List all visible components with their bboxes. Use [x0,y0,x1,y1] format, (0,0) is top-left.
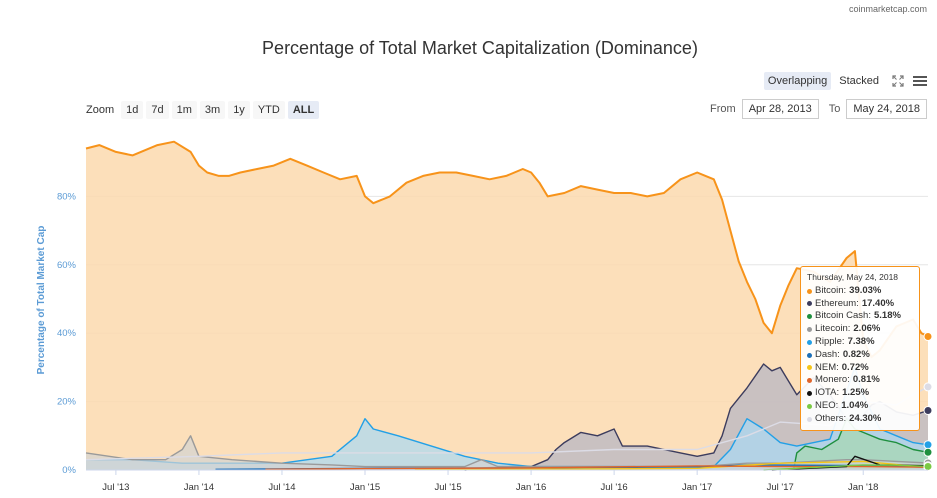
tooltip-row: IOTA: 1.25% [807,387,913,400]
zoom-7d-button[interactable]: 7d [146,101,169,119]
zoom-1m-button[interactable]: 1m [171,101,197,119]
legend-dot-icon [807,365,812,371]
y-axis-label: Percentage of Total Market Cap [36,226,47,375]
from-date-input[interactable]: Apr 28, 2013 [741,99,819,119]
view-toggles: Overlapping Stacked [763,72,927,90]
axis-layer: 0% 20% 40% 60% 80% Jul '13 Jan '14 Jul '14 Jan '… [57,191,928,493]
x-tick-label: Jul '13 [102,482,129,493]
legend-dot-icon [807,314,812,320]
x-tick-label: Jul '15 [434,482,461,493]
neo-line [763,464,929,471]
expand-icon[interactable] [891,74,905,88]
litecoin-line [85,435,929,468]
legend-dot-icon [807,416,812,422]
tooltip-series-label: Ripple: [815,335,845,347]
zoom-controls: Zoom 1d 7d 1m 3m 1y YTD ALL [86,101,320,119]
zoom-all-button[interactable]: ALL [287,101,320,119]
y-tick-label: 20% [57,397,77,408]
stacked-toggle[interactable]: Stacked [839,75,879,87]
legend-dot-icon [807,301,812,307]
zoom-label: Zoom [86,104,115,116]
legend-dot-icon [807,391,812,397]
tooltip-row: NEO: 1.04% [807,400,913,413]
legend-dot-icon [807,327,812,333]
tooltip-series-label: IOTA: [815,387,840,399]
tooltip-series-value: 1.25% [842,387,870,399]
legend-dot-icon [807,403,812,409]
bitcoin-cash-end-marker [923,447,933,457]
from-label: From [710,103,736,115]
x-tick-label: Jan '14 [184,482,214,493]
ripple-end-marker [923,440,933,450]
tooltip-row: Litecoin: 2.06% [807,323,913,336]
tooltip-series-value: 5.18% [873,310,901,322]
x-tick-label: Jul '17 [767,482,794,493]
zoom-3m-button[interactable]: 3m [199,101,226,119]
tooltip-series-value: 39.03% [849,284,882,296]
source-credit: coinmarketcap.com [848,4,927,14]
tooltip-series-value: 17.40% [861,297,895,309]
y-tick-label: 60% [57,260,77,271]
date-range: From Apr 28, 2013 To May 24, 2018 [710,99,927,119]
tooltip-series-label: NEO: [815,399,839,411]
legend-dot-icon [807,378,812,384]
to-date-input[interactable]: May 24, 2018 [846,99,927,119]
tooltip-series-label: Ethereum: [815,297,859,309]
tooltip-series-value: 7.38% [847,335,875,347]
x-tick-label: Jul '16 [601,482,628,493]
zoom-ytd-button[interactable]: YTD [252,101,285,119]
tooltip-row: Monero: 0.81% [807,374,913,387]
tooltip-series-label: Litecoin: [815,323,851,335]
tooltip-row: Bitcoin: 39.03% [807,285,913,298]
tooltip-series-value: 2.06% [853,323,881,335]
tooltip-row: Others: 24.30% [807,413,913,426]
x-tick-label: Jan '18 [848,482,878,493]
expand-icon-svg [892,75,904,87]
neo-end-marker [923,461,933,471]
tooltip-series-label: NEM: [815,361,839,373]
x-tick-label: Jan '16 [516,482,546,493]
tooltip-date: Thursday, May 24, 2018 [807,272,899,282]
monero-line [265,465,929,470]
x-tick-label: Jul '14 [268,482,295,493]
chart-tooltip: Thursday, May 24, 2018 Bitcoin: 39.03% Eth… [800,266,920,431]
bitcoin-end-marker [923,332,933,342]
bitcoin-cash-area [793,418,928,470]
zoom-1d-button[interactable]: 1d [121,101,144,119]
zoom-1y-button[interactable]: 1y [228,101,250,119]
tooltip-row: Ethereum: 17.40% [807,298,913,311]
bitcoin-area [86,141,928,470]
tooltip-series-label: Others: [815,412,847,424]
others-end-marker [923,382,933,392]
ethereum-end-marker [923,405,933,415]
tooltip-series-value: 24.30% [849,412,882,424]
legend-dot-icon [807,352,812,358]
x-tick-label: Jan '15 [350,482,380,493]
tooltip-row: NEM: 0.72% [807,362,913,375]
y-tick-label: 0% [62,465,76,476]
x-tick-label: Jan '17 [682,482,712,493]
tooltip-series-label: Dash: [815,348,840,360]
legend-dot-icon [807,288,812,294]
tooltip-series-label: Monero: [815,374,850,386]
chart-title: Percentage of Total Market Capitalizatio… [262,38,698,58]
overlapping-toggle[interactable]: Overlapping [763,72,832,90]
tooltip-series-value: 1.04% [841,399,869,411]
tooltip-series-value: 0.81% [852,374,880,386]
tooltip-rows: Bitcoin: 39.03% Ethereum: 17.40% Bitcoin Cas… [807,285,913,426]
y-tick-label: 40% [57,328,77,339]
legend-dot-icon [807,339,812,345]
y-tick-label: 80% [57,191,77,202]
tooltip-series-label: Bitcoin: [815,284,847,296]
tooltip-row: Ripple: 7.38% [807,336,913,349]
tooltip-row: Dash: 0.82% [807,349,913,362]
tooltip-series-value: 0.72% [841,361,869,373]
to-label: To [828,103,841,115]
hamburger-menu-icon[interactable] [913,76,927,86]
tooltip-series-value: 0.82% [842,348,870,360]
tooltip-series-label: Bitcoin Cash: [815,310,871,322]
tooltip-row: Bitcoin Cash: 5.18% [807,310,913,323]
